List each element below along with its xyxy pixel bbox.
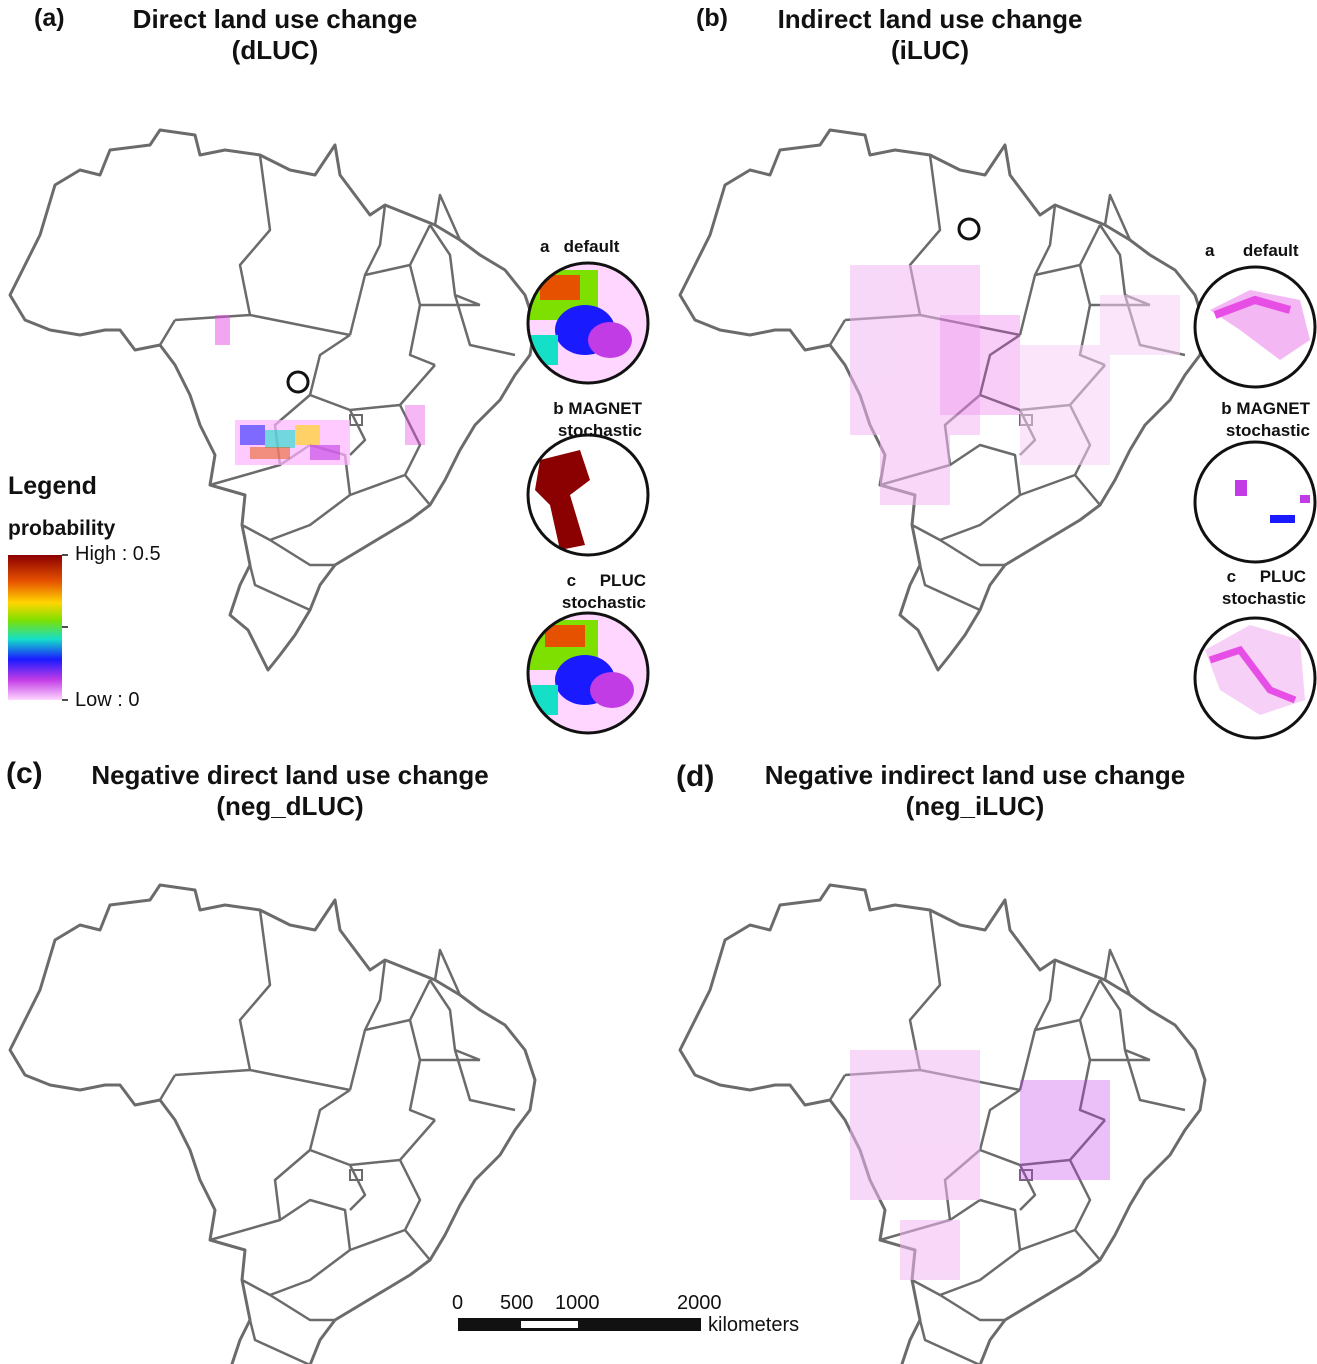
- inset-c-text2: stochastic: [561, 593, 646, 612]
- inset-b-a-letter: a: [1205, 241, 1215, 260]
- inset-c-pluc-iluc: [1193, 616, 1317, 740]
- inset-c-text1: PLUC: [599, 571, 646, 590]
- inset-a-text: default: [563, 237, 620, 256]
- panel-c-title-line1: Negative direct land use change: [91, 760, 489, 790]
- inset-b-c-text1: PLUC: [1259, 567, 1306, 586]
- inset-b-text1: MAGNET: [568, 399, 642, 418]
- panel-b-title: Indirect land use change (iLUC): [745, 4, 1115, 66]
- map-neg-iluc: [678, 883, 1207, 1364]
- map-iluc: [678, 128, 1207, 672]
- inset-b-default: [1193, 265, 1317, 389]
- panel-a-title: Direct land use change (dLUC): [100, 4, 450, 66]
- dluc-hotspot: [215, 315, 425, 465]
- inset-a-default: [526, 261, 650, 385]
- panel-c-title: Negative direct land use change (neg_dLU…: [60, 760, 520, 822]
- panel-d-title: Negative indirect land use change (neg_i…: [725, 760, 1225, 822]
- inset-b-text2: stochastic: [557, 421, 642, 440]
- inset-b-letter: b: [553, 399, 564, 418]
- inset-b-magnet: [526, 433, 650, 557]
- scale-tick-500: 500: [500, 1292, 534, 1314]
- legend-subtitle: probability: [8, 517, 116, 540]
- scale-unit: kilometers: [708, 1314, 800, 1336]
- inset-b-a-label: a default: [1205, 240, 1299, 262]
- inset-c-label: c PLUC stochastic: [536, 570, 646, 614]
- panel-c-title-line2: (neg_dLUC): [216, 791, 364, 821]
- legend-high-label: High : 0.5: [75, 543, 161, 565]
- map-dluc: [8, 128, 537, 672]
- panel-a-letter: (a): [34, 4, 65, 32]
- scale-tick-2000: 2000: [677, 1292, 722, 1314]
- legend-color-ramp: [8, 555, 62, 700]
- inset-b-a-text: default: [1242, 241, 1299, 260]
- legend-low-label: Low : 0: [75, 689, 140, 711]
- inset-a-label: a default: [540, 236, 619, 258]
- legend-title: Legend: [8, 472, 97, 500]
- inset-b-b-letter: b: [1221, 399, 1232, 418]
- inset-b-c-letter: c: [1226, 567, 1237, 586]
- inset-c-pluc: [526, 611, 650, 735]
- inset-a-letter: a: [540, 237, 550, 256]
- inset-b-label: b MAGNET stochastic: [536, 398, 642, 442]
- inset-b-c-text2: stochastic: [1221, 589, 1306, 608]
- iluc-highlight-circle: [957, 217, 981, 241]
- panel-d-letter: (d): [676, 760, 715, 793]
- panel-d-title-line1: Negative indirect land use change: [764, 760, 1186, 790]
- iluc-pattern: [850, 265, 1180, 505]
- panel-b-title-line1: Indirect land use change: [777, 4, 1083, 34]
- panel-c-letter: (c): [6, 757, 43, 790]
- inset-b-b-text2: stochastic: [1225, 421, 1310, 440]
- scale-tick-1000: 1000: [555, 1292, 600, 1314]
- panel-a-title-line2: (dLUC): [231, 35, 319, 65]
- panel-b-title-line2: (iLUC): [891, 35, 969, 65]
- inset-b-b-text1: MAGNET: [1236, 399, 1310, 418]
- panel-b-letter: (b): [696, 4, 728, 32]
- inset-b-b-label: b MAGNET stochastic: [1200, 398, 1310, 442]
- dluc-highlight-circle: [286, 370, 310, 394]
- panel-a-title-line1: Direct land use change: [132, 4, 418, 34]
- inset-b-magnet-iluc: [1193, 440, 1317, 564]
- panel-d-title-line2: (neg_iLUC): [905, 791, 1045, 821]
- inset-c-letter: c: [566, 571, 577, 590]
- scale-bar: [458, 1318, 701, 1331]
- inset-b-c-label: c PLUC stochastic: [1200, 566, 1306, 610]
- neg-iluc-pattern: [850, 1050, 1110, 1280]
- scale-tick-0: 0: [452, 1292, 464, 1314]
